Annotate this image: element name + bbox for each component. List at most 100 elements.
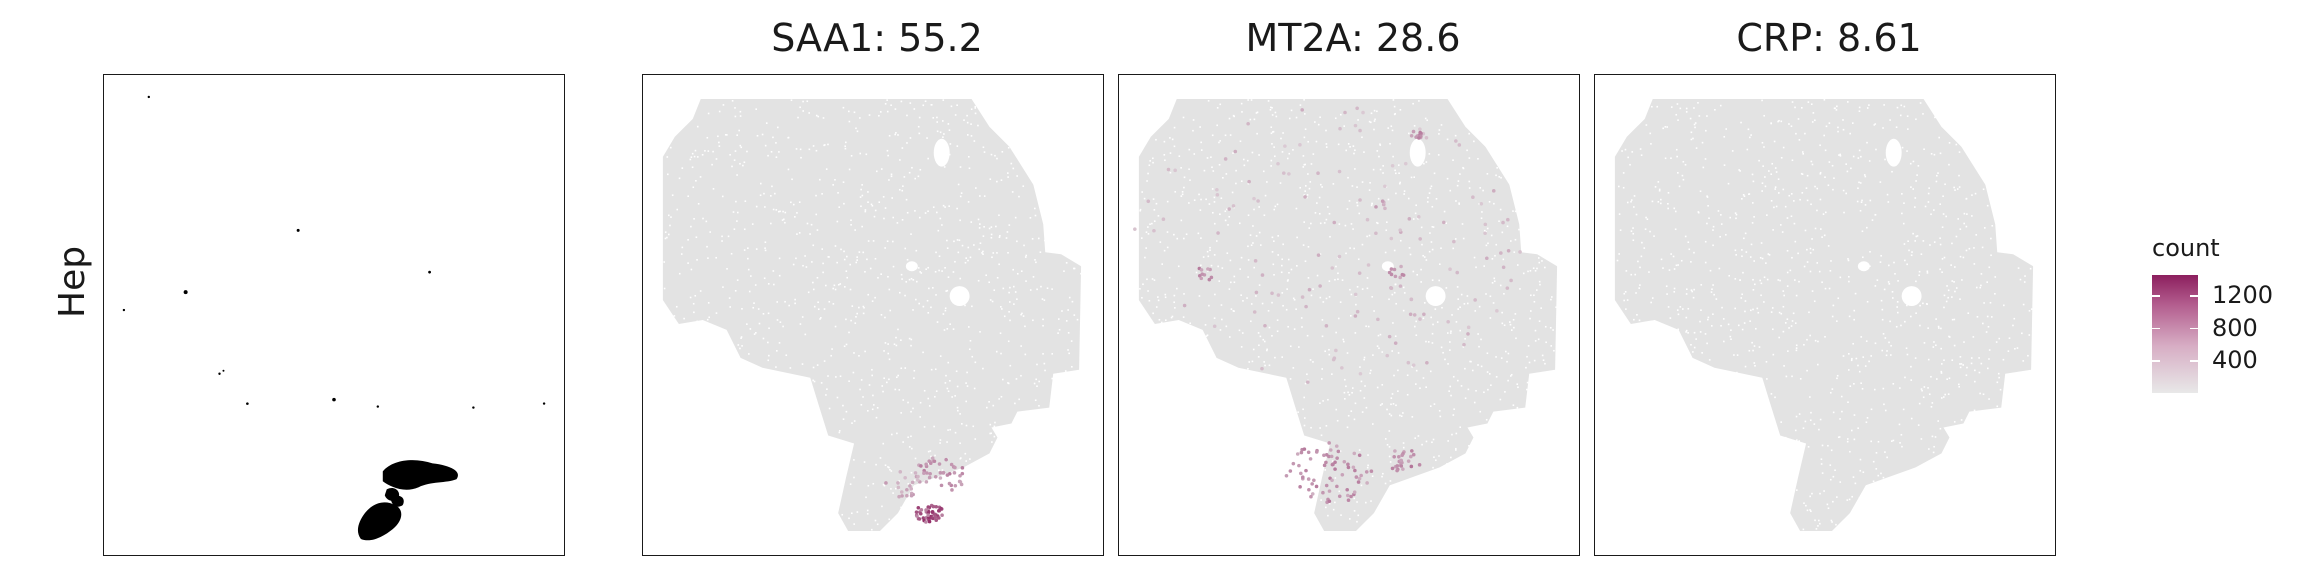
mt2a-expr-dot bbox=[1270, 291, 1274, 296]
annotation-cell bbox=[472, 406, 475, 409]
mt2a-expr-dot bbox=[1357, 476, 1362, 481]
mt2a-expr-dot bbox=[1340, 473, 1345, 477]
mt2a-expr-dot bbox=[1353, 123, 1358, 128]
saa1-expr-dot bbox=[952, 471, 957, 475]
saa1-expr-dot bbox=[926, 505, 931, 509]
crp-tissue bbox=[1614, 98, 2034, 532]
legend-tick bbox=[2190, 295, 2198, 297]
mt2a-expr-dot bbox=[1300, 295, 1305, 299]
mt2a-expr-dot bbox=[1227, 207, 1232, 211]
saa1-expr-dot bbox=[931, 504, 936, 509]
mt2a-expr-dot bbox=[1455, 270, 1460, 275]
mt2a-expr-dot bbox=[1380, 199, 1385, 203]
mt2a-expr-dot bbox=[1359, 473, 1363, 478]
saa1-expr-dot bbox=[953, 465, 957, 470]
saa1-expr-dot bbox=[937, 509, 941, 513]
mt2a-expr-dot bbox=[1300, 108, 1304, 112]
mt2a-expr-dot bbox=[1233, 149, 1238, 154]
saa1-expr-dot bbox=[924, 508, 928, 512]
mt2a-expr-dot bbox=[1307, 487, 1311, 492]
mt2a-expr-dot bbox=[1411, 129, 1416, 134]
mt2a-expr-dot bbox=[1479, 201, 1484, 206]
mt2a-expr-dot bbox=[1327, 441, 1331, 445]
mt2a-expr-dot bbox=[1406, 360, 1411, 365]
mt2a-expr-dot bbox=[1346, 465, 1351, 470]
mt2a-expr-dot bbox=[1352, 451, 1357, 456]
mt2a-expr-dot bbox=[1457, 143, 1462, 147]
saa1-expr-dot bbox=[953, 483, 958, 488]
mt2a-expr-dot bbox=[1485, 256, 1489, 261]
mt2a-expr-dot bbox=[1495, 309, 1499, 313]
mt2a-expr-dot bbox=[1303, 195, 1307, 199]
mt2a-expr-dot bbox=[1398, 228, 1402, 232]
mt2a-expr-dot bbox=[1390, 466, 1395, 471]
mt2a-expr-dot bbox=[1316, 171, 1320, 176]
mt2a-expr-dot bbox=[1133, 227, 1137, 231]
mt2a-expr-dot bbox=[1361, 110, 1365, 115]
expression-panel-mt2a bbox=[1118, 74, 1580, 556]
mt2a-expr-dot bbox=[1309, 494, 1313, 499]
mt2a-expr-dot bbox=[1389, 236, 1394, 241]
mt2a-expr-dot bbox=[1365, 481, 1369, 485]
mt2a-expr-dot bbox=[1322, 463, 1327, 468]
mt2a-expr-dot bbox=[1246, 121, 1250, 126]
mt2a-expr-dot bbox=[1387, 334, 1392, 339]
mt2a-expr-dot bbox=[1509, 278, 1513, 283]
mt2a-expr-dot bbox=[1399, 458, 1403, 463]
mt2a-expr-dot bbox=[1306, 477, 1311, 481]
saa1-expr-dot bbox=[909, 487, 914, 491]
mt2a-expr-dot bbox=[1392, 454, 1396, 459]
saa1-expr-dot bbox=[897, 494, 901, 499]
mt2a-expr-dot bbox=[1355, 106, 1359, 111]
mt2a-expr-dot bbox=[1260, 273, 1265, 277]
legend-tick bbox=[2152, 327, 2160, 330]
mt2a-expr-dot bbox=[1505, 286, 1510, 290]
saa1-expr-dot bbox=[919, 511, 923, 516]
mt2a-expr-dot bbox=[1357, 453, 1362, 458]
mt2a-expr-dot bbox=[1335, 456, 1339, 460]
mt2a-expr-dot bbox=[1288, 469, 1293, 473]
mt2a-expr-dot bbox=[1395, 464, 1399, 468]
mt2a-expr-dot bbox=[1393, 449, 1397, 453]
mt2a-expr-dot bbox=[1281, 171, 1286, 175]
mt2a-expr-dot bbox=[1358, 371, 1363, 376]
mt2a-expr-dot bbox=[1441, 220, 1446, 225]
mt2a-expr-dot bbox=[1353, 468, 1357, 473]
mt2a-expr-dot bbox=[1284, 474, 1289, 478]
annotation-cell bbox=[296, 228, 300, 232]
saa1-expr-dot bbox=[941, 470, 946, 475]
mt2a-expr-dot bbox=[1182, 303, 1187, 308]
mt2a-expr-dot bbox=[1310, 482, 1314, 486]
annotation-cell bbox=[332, 397, 336, 402]
mt2a-expr-dot bbox=[1346, 493, 1350, 498]
mt2a-expr-dot bbox=[1330, 266, 1335, 270]
mt2a-expr-dot bbox=[1335, 484, 1339, 489]
mt2a-expr-dot bbox=[1366, 263, 1371, 267]
mt2a-expr-dot bbox=[1410, 449, 1414, 453]
mt2a-expr-dot bbox=[1324, 453, 1329, 457]
saa1-tissue bbox=[662, 98, 1082, 532]
mt2a-expr-dot bbox=[1291, 461, 1296, 466]
mt2a-expr-dot bbox=[1355, 309, 1360, 314]
mt2a-expr-dot bbox=[1333, 467, 1337, 471]
annotation-panel bbox=[103, 74, 565, 556]
mt2a-texture bbox=[1139, 99, 1557, 523]
mt2a-expr-dot bbox=[1408, 312, 1413, 317]
mt2a-expr-dot bbox=[1491, 189, 1496, 193]
saa1-expr-dot bbox=[927, 459, 932, 463]
mt2a-expr-dot bbox=[1406, 459, 1411, 463]
mt2a-expr-dot bbox=[1342, 459, 1347, 464]
mt2a-expr-dot bbox=[1454, 139, 1458, 143]
mt2a-expr-dot bbox=[1418, 237, 1422, 241]
mt2a-expr-dot bbox=[1263, 323, 1267, 328]
mt2a-expr-dot bbox=[1276, 293, 1281, 297]
mt2a-expr-dot bbox=[1499, 251, 1503, 255]
saa1-expr-dot bbox=[916, 474, 920, 479]
mt2a-expr-dot bbox=[1389, 267, 1394, 271]
mt2a-expr-dot bbox=[1310, 492, 1315, 496]
mt2a-expr-dot bbox=[1466, 332, 1470, 336]
annotation-cell bbox=[246, 402, 249, 405]
mt2a-expr-dot bbox=[1305, 380, 1310, 384]
mt2a-expr-dot bbox=[1374, 231, 1378, 236]
mt2a-expr-dot bbox=[1327, 499, 1332, 504]
